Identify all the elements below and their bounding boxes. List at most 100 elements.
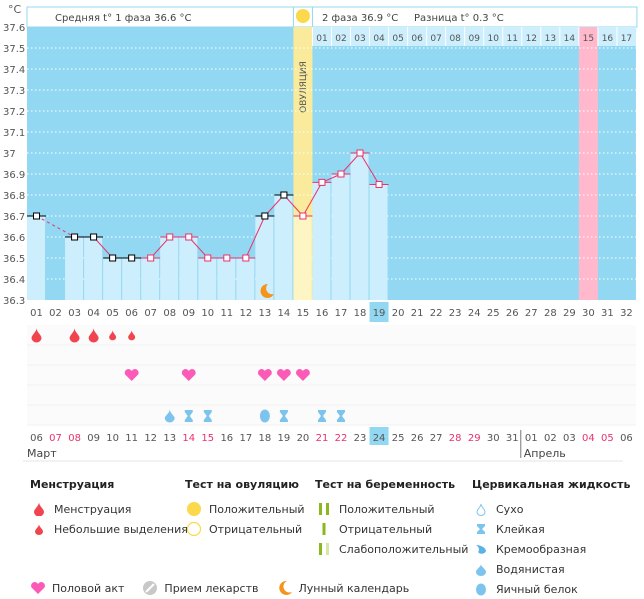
- legend-item: Менструация: [54, 502, 132, 516]
- phase2-day-label: 04: [373, 34, 385, 44]
- temperature-bar: [27, 216, 46, 300]
- calendar-date-label: 06: [30, 433, 43, 444]
- temperature-point: [185, 233, 193, 241]
- cycle-day-label: 29: [563, 308, 576, 319]
- temperature-point: [71, 233, 79, 241]
- heart-icon: [295, 369, 310, 381]
- y-tick-label: 37.4: [3, 65, 25, 76]
- cycle-day-label: 31: [601, 308, 614, 319]
- cycle-day-label: 32: [620, 308, 633, 319]
- sticky-icon: [184, 410, 193, 422]
- watery-icon: [472, 563, 490, 576]
- cycle-day-label: 26: [506, 308, 519, 319]
- calendar-date-label: 30: [487, 433, 500, 444]
- cycle-day-label: 03: [68, 308, 81, 319]
- temperature-difference: Разница t° 0.3 °C: [414, 13, 504, 24]
- cycle-day-label: 14: [278, 308, 291, 319]
- temperature-bar: [312, 182, 331, 300]
- menstruation-drop-icon: [128, 330, 136, 341]
- moon-icon: [260, 283, 274, 298]
- calendar-date-label: 22: [335, 433, 348, 444]
- drop-small-icon: [30, 523, 48, 535]
- cycle-day-label: 15: [297, 308, 310, 319]
- phase2-day-label: 05: [392, 34, 403, 44]
- cycle-day-label: 12: [239, 308, 252, 319]
- legend-item: Водянистая: [496, 562, 565, 576]
- calendar-date-label: 25: [392, 433, 405, 444]
- temperature-point: [33, 212, 41, 220]
- legend-title: Менструация: [30, 478, 115, 491]
- phase2-highlight: [578, 27, 598, 46]
- temperature-point: [166, 233, 174, 241]
- cycle-day-label: 02: [49, 308, 62, 319]
- calendar-date-label: 26: [411, 433, 424, 444]
- heart-icon: [181, 369, 196, 381]
- calendar-date-label: 29: [468, 433, 481, 444]
- temperature-point: [109, 254, 117, 262]
- legend-item: Положительный: [209, 502, 305, 516]
- y-tick-label: 37.6: [3, 23, 25, 34]
- egg-white-icon: [259, 409, 270, 423]
- temperature-point: [318, 178, 326, 186]
- calendar-date-label: 10: [106, 433, 119, 444]
- y-tick-label: 36.8: [3, 191, 25, 202]
- y-tick-label: 36.5: [3, 254, 25, 265]
- temperature-bar: [84, 237, 103, 300]
- temperature-line-segment: [359, 152, 380, 185]
- calendar-date-label: 17: [239, 433, 252, 444]
- calendar-date-label: 21: [316, 433, 329, 444]
- y-tick-label: 36.3: [3, 296, 25, 307]
- legend-item: Клейкая: [496, 522, 545, 536]
- legend-item: Сухо: [496, 502, 524, 516]
- calendar-date-label: 09: [87, 433, 100, 444]
- phase1-average: Средняя t° 1 фаза 36.6 °C: [55, 13, 192, 24]
- calendar-date-label: 27: [430, 433, 443, 444]
- circle-filled-icon: [185, 501, 203, 517]
- temperature-bar: [217, 258, 236, 300]
- phase2-day-label: 02: [335, 34, 346, 44]
- creamy-icon: [472, 543, 490, 555]
- ovulation-label: ОВУЛЯЦИЯ: [299, 61, 309, 113]
- temperature-point: [261, 212, 269, 220]
- calendar-date-label: 14: [182, 433, 195, 444]
- phase2-day-label: 16: [602, 34, 614, 44]
- calendar-date-label: 24: [373, 433, 386, 444]
- calendar-date-label: 28: [449, 433, 462, 444]
- cycle-day-label: 13: [259, 308, 272, 319]
- phase2-day-label: 07: [430, 34, 441, 44]
- legend-item: Кремообразная: [496, 542, 587, 556]
- calendar-date-label: 16: [220, 433, 233, 444]
- drop-big-icon: [30, 502, 48, 516]
- temperature-bar: [103, 258, 122, 300]
- cycle-day-label: 05: [106, 308, 119, 319]
- legend-ovulation-test: Тест на овуляцию Положительный Отрицател…: [185, 478, 305, 539]
- legend-item: Лунный календарь: [298, 581, 410, 595]
- sticky-icon: [336, 410, 345, 422]
- calendar-date-label: 13: [163, 433, 176, 444]
- calendar-date-label: 07: [49, 433, 62, 444]
- calendar-date-label: 01: [525, 433, 538, 444]
- calendar-date-label: 23: [354, 433, 367, 444]
- cycle-day-label: 27: [525, 308, 538, 319]
- calendar-date-label: 03: [563, 433, 576, 444]
- calendar-date-label: 18: [259, 433, 272, 444]
- month-label: Апрель: [524, 447, 566, 460]
- cycle-day-label: 06: [125, 308, 138, 319]
- menstruation-drop-icon: [31, 328, 42, 343]
- legend-title: Тест на беременность: [315, 478, 456, 491]
- menstruation-drop-icon: [88, 328, 99, 343]
- temperature-point: [128, 254, 136, 262]
- cycle-day-label: 01: [30, 308, 43, 319]
- legend-other: Половой акт Прием лекарств Лунный календ…: [30, 580, 409, 596]
- calendar-date-label: 05: [601, 433, 614, 444]
- legend-title: Тест на овуляцию: [185, 478, 299, 491]
- temperature-bar: [236, 258, 255, 300]
- phase2-day-label: 17: [621, 34, 632, 44]
- calendar-date-label: 11: [125, 433, 138, 444]
- phase2-day-label: 12: [526, 34, 537, 44]
- legend-item: Отрицательный: [209, 522, 303, 536]
- one-line-icon: [315, 522, 333, 536]
- heart-icon: [257, 369, 272, 381]
- heart-icon: [276, 369, 291, 381]
- y-tick-label: 37.2: [3, 107, 25, 118]
